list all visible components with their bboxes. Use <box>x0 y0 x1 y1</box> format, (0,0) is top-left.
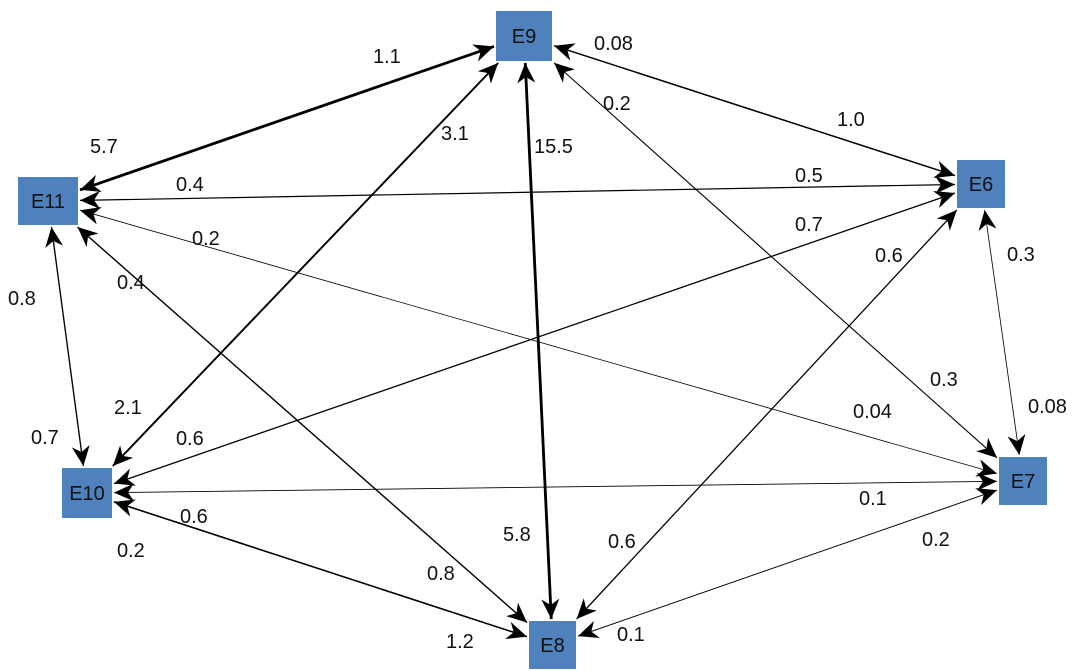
edge-weight-e10-to-e6: 0.7 <box>795 214 823 236</box>
edge-line-e11-e6 <box>79 183 956 202</box>
node-label-e8: E8 <box>540 635 564 657</box>
edge-weight-e9-to-e7: 0.3 <box>930 369 958 391</box>
edge-weight-e7-to-e9: 0.2 <box>603 93 631 115</box>
edge-weight-e6-to-e8: 0.6 <box>608 531 636 553</box>
edge-weight-e10-to-e8: 1.2 <box>446 631 474 653</box>
node-e10: E10 <box>62 468 112 518</box>
edge-weight-e10-to-e11: 0.8 <box>8 288 36 310</box>
edge-line-e9-e8 <box>523 62 553 620</box>
arrowhead-e6-to-e11 <box>80 191 101 210</box>
arrowhead-e6-to-e10 <box>114 468 136 486</box>
edge-weight-e11-to-e8: 0.8 <box>427 563 455 585</box>
edge-weight-e8-to-e11: 0.4 <box>117 272 145 294</box>
edge-weight-e10-to-e7: 0.1 <box>859 488 887 510</box>
arrowhead-e9-to-e10 <box>112 445 134 466</box>
node-label-e10: E10 <box>69 483 105 505</box>
arrowhead-e6-to-e8 <box>576 598 597 619</box>
edge-labels-layer: 5.7 1.1 1.0 0.08 2.1 3.1 5.8 15.5 0.3 0.2 0.5 0.4 0.… <box>8 33 1067 653</box>
arrowhead-e11-to-e8 <box>506 602 527 623</box>
arrowhead-e6-to-e7 <box>1007 433 1026 455</box>
edge-line-e6-e7 <box>984 209 1020 456</box>
edge-weight-e8-to-e10: 0.2 <box>117 540 145 562</box>
edge-line-e9-e6 <box>553 45 956 177</box>
arrowhead-e11-to-e9 <box>472 44 494 62</box>
node-label-e6: E6 <box>969 174 993 196</box>
edge-weight-e6-to-e10: 0.6 <box>176 428 204 450</box>
edge-weight-e8-to-e7: 0.1 <box>617 624 645 646</box>
arrowhead-e7-to-e11 <box>80 207 102 225</box>
node-label-e7: E7 <box>1011 471 1035 493</box>
edge-line-e6-e8 <box>576 209 958 620</box>
edge-weight-e9-to-e8: 5.8 <box>503 524 531 546</box>
arrowhead-e8-to-e6 <box>936 210 957 231</box>
edge-weight-e9-to-e11: 5.7 <box>90 136 118 158</box>
arrowhead-e7-to-e9 <box>554 62 575 83</box>
nodes-layer: E9 E6 E7 E8 E10 E11 <box>18 11 1047 669</box>
node-box-e9 <box>496 11 552 61</box>
edge-line-e6-e10 <box>113 192 956 485</box>
arrowhead-e10-to-e7 <box>976 472 997 491</box>
arrowhead-e10-to-e11 <box>45 227 64 249</box>
arrowhead-e8-to-e11 <box>77 227 99 247</box>
edge-line-e9-e10 <box>112 62 499 467</box>
edge-weight-e9-to-e10: 2.1 <box>114 397 142 419</box>
edge-weight-e11-to-e6: 0.5 <box>795 165 823 187</box>
edge-weight-e11-to-e10: 0.7 <box>31 427 59 449</box>
arrowhead-e10-to-e6 <box>933 191 955 209</box>
edge-weight-e7-to-e10: 0.6 <box>180 506 208 528</box>
arrowhead-e7-to-e8 <box>578 621 600 639</box>
node-e11: E11 <box>18 177 78 225</box>
edges-layer <box>45 43 1026 640</box>
edge-line-e11-e8 <box>77 226 528 624</box>
edge-line-e11-e7 <box>79 209 998 474</box>
edge-weight-e7-to-e6: 0.3 <box>1007 244 1035 266</box>
node-e8: E8 <box>529 621 576 669</box>
edge-weight-e6-to-e11: 0.4 <box>176 174 204 196</box>
arrowhead-e9-to-e8 <box>541 598 560 619</box>
edge-weight-e9-to-e6: 1.0 <box>837 109 865 131</box>
edge-line-e10-e7 <box>113 480 998 494</box>
node-e6: E6 <box>957 160 1005 208</box>
edge-weight-e6-to-e9: 0.08 <box>594 33 633 55</box>
edge-weight-e8-to-e6: 0.6 <box>875 245 903 267</box>
node-label-e11: E11 <box>31 191 65 213</box>
node-e7: E7 <box>999 457 1047 505</box>
arrowhead-e10-to-e9 <box>477 63 499 84</box>
arrowhead-e11-to-e6 <box>934 175 955 194</box>
arrowhead-e8-to-e9 <box>517 63 536 84</box>
node-box-e7 <box>999 457 1047 505</box>
arrowhead-e7-to-e10 <box>114 483 135 502</box>
edge-weight-e8-to-e9: 15.5 <box>534 136 573 158</box>
arrowhead-e9-to-e11 <box>80 174 102 192</box>
edge-line-e11-e10 <box>50 226 85 467</box>
edge-line-e9-e7 <box>553 62 998 459</box>
arrowhead-e7-to-e6 <box>978 210 997 232</box>
arrowhead-e11-to-e10 <box>71 444 90 466</box>
node-box-e10 <box>62 468 112 518</box>
edge-line-e7-e8 <box>577 489 998 637</box>
arrowhead-e8-to-e10 <box>114 499 136 517</box>
node-e9: E9 <box>496 11 552 61</box>
arrowhead-e9-to-e6 <box>933 160 955 178</box>
arrowhead-e11-to-e7 <box>975 459 997 477</box>
edge-weight-e11-to-e9: 1.1 <box>373 46 401 68</box>
edge-weight-e7-to-e11: 0.2 <box>192 228 220 250</box>
arrowhead-e10-to-e8 <box>505 621 527 640</box>
node-box-e8 <box>529 621 576 669</box>
edge-line-e10-e8 <box>113 501 528 638</box>
node-box-e11 <box>18 177 78 225</box>
edge-weight-e7-to-e8: 0.2 <box>922 529 950 551</box>
node-box-e6 <box>957 160 1005 208</box>
edge-weight-e6-to-e7: 0.08 <box>1028 396 1067 418</box>
node-label-e9: E9 <box>512 26 536 48</box>
edge-weight-e10-to-e9: 3.1 <box>441 123 469 145</box>
arrowhead-e6-to-e9 <box>554 43 576 61</box>
arrowhead-e9-to-e7 <box>976 437 997 458</box>
arrowhead-e8-to-e7 <box>975 488 997 506</box>
edge-line-e9-e11 <box>79 45 495 192</box>
edge-weight-e11-to-e7: 0.04 <box>853 401 892 423</box>
